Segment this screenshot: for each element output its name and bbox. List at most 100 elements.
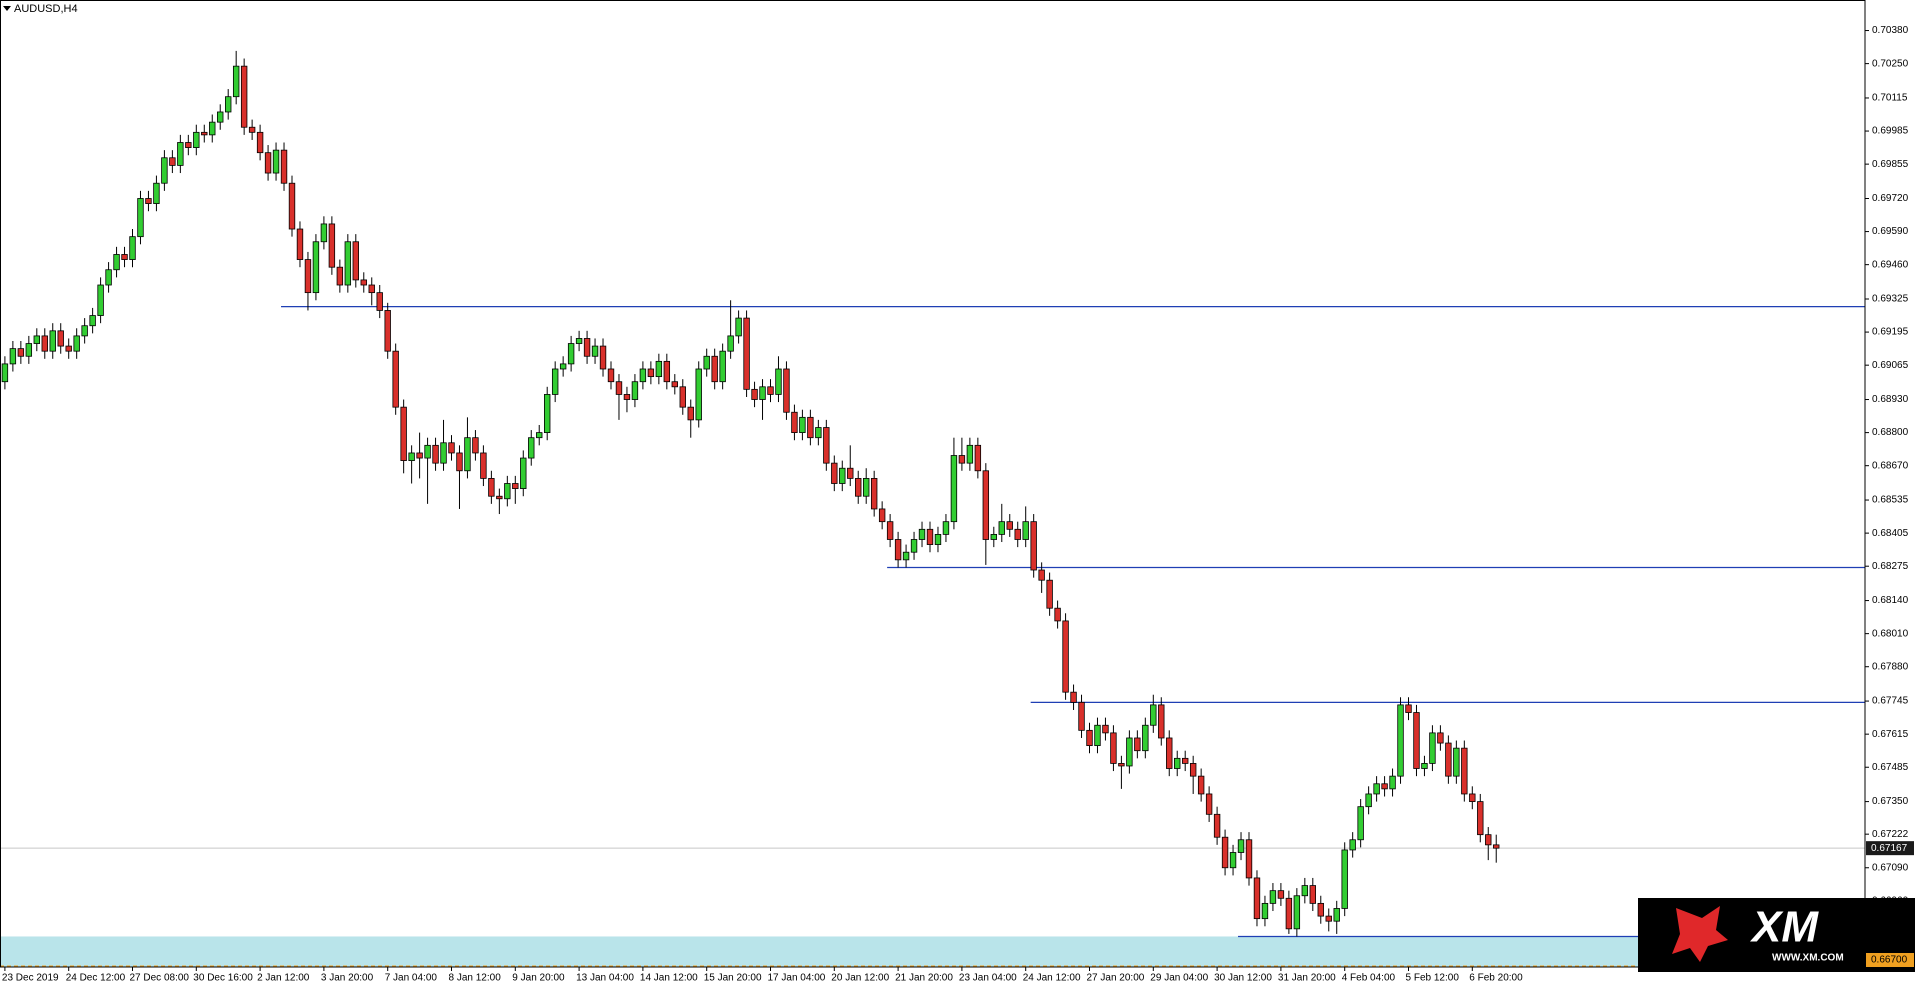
candle-body [1349, 839, 1356, 851]
candle-body [671, 381, 678, 388]
candle-body [1070, 691, 1077, 703]
candle-body [719, 350, 726, 383]
candle-body [1469, 793, 1476, 802]
x-tick-label: 3 Jan 20:00 [321, 973, 374, 984]
candle-body [815, 427, 822, 439]
candle-body [607, 368, 615, 383]
y-tick-label: 0.67615 [1872, 729, 1909, 740]
candle-body [1229, 852, 1237, 869]
x-tick-label: 8 Jan 12:00 [449, 973, 502, 984]
x-tick-label: 31 Jan 20:00 [1278, 973, 1336, 984]
candle-body [711, 355, 718, 383]
candle-body [823, 427, 830, 464]
candle-body [169, 157, 176, 166]
candle-body [512, 483, 519, 489]
candle-body [488, 478, 495, 497]
logo-bull [1672, 906, 1728, 962]
candle-body [735, 317, 742, 337]
x-tick-label: 21 Jan 20:00 [895, 973, 953, 984]
candle-body [400, 406, 407, 461]
candle-body [1285, 897, 1293, 930]
candle-body [647, 368, 655, 378]
candle-body [472, 437, 479, 454]
candle-body [328, 223, 336, 268]
candle-body [1317, 902, 1324, 917]
candle-body [137, 198, 144, 238]
candle-body [376, 292, 383, 311]
candle-body [9, 348, 17, 365]
candle-body [288, 182, 296, 230]
candle-body [551, 368, 559, 395]
candle-body [990, 533, 997, 540]
candle-body [1333, 908, 1340, 922]
candle-body [57, 330, 64, 347]
candle-body [1341, 849, 1348, 909]
candle-body [336, 266, 344, 286]
candle-body [1365, 793, 1372, 808]
candle-body [113, 254, 120, 271]
candle-body [81, 325, 88, 337]
candle-body [73, 335, 80, 352]
x-tick-label: 27 Dec 08:00 [130, 973, 190, 984]
candle-body [623, 394, 631, 400]
candle-body [1293, 895, 1301, 930]
candle-body [480, 452, 487, 479]
candle-body [799, 416, 806, 434]
candle-body [1269, 890, 1277, 904]
current-price-label: 0.67167 [1871, 843, 1908, 854]
candle-body [280, 149, 288, 184]
candle-body [201, 131, 208, 136]
candle-body [878, 508, 886, 523]
candle-body [352, 241, 359, 281]
y-tick-label: 0.68010 [1872, 628, 1909, 639]
candle-body [416, 452, 423, 459]
candle-body [1325, 915, 1332, 922]
y-tick-label: 0.68670 [1872, 460, 1909, 471]
candle-body [910, 539, 918, 553]
candle-body [1062, 620, 1069, 693]
candle-body [1213, 813, 1221, 838]
candle-body [1381, 783, 1388, 790]
candle-body [847, 467, 854, 479]
alert-label: 0.66700 [1871, 955, 1908, 966]
candle-body [65, 345, 72, 352]
candle-body [129, 236, 136, 260]
candle-body [360, 279, 367, 286]
current-price-box [1866, 841, 1914, 856]
candle-body [1413, 712, 1420, 769]
candle-body [1150, 704, 1157, 726]
candle-body [464, 437, 471, 472]
y-tick-label: 0.66830 [1872, 929, 1909, 940]
candle-body [703, 355, 710, 370]
candle-body [209, 121, 216, 136]
support-zone [0, 936, 1865, 967]
x-tick-label: 17 Jan 04:00 [768, 973, 826, 984]
candle-body [1237, 839, 1245, 853]
candle-body [863, 478, 870, 497]
candle-body [575, 338, 583, 344]
candle-body [520, 457, 527, 489]
candle-body [950, 455, 958, 523]
symbol-menu[interactable] [3, 6, 11, 11]
candle-body [217, 111, 224, 123]
y-tick-label: 0.67485 [1872, 762, 1909, 773]
y-tick-label: 0.69985 [1872, 126, 1909, 137]
candle-body [791, 411, 798, 434]
candle-body [870, 478, 878, 510]
candle-body [974, 444, 982, 472]
candle-body [1054, 607, 1061, 622]
candle-body [296, 228, 304, 260]
x-tick-label: 9 Jan 20:00 [512, 973, 565, 984]
candle-body [432, 444, 439, 464]
candle-body [759, 386, 766, 400]
candle-body [256, 131, 264, 154]
x-tick-label: 24 Jan 12:00 [1023, 973, 1081, 984]
candle-body [783, 368, 790, 413]
candle-body [1301, 885, 1309, 897]
y-tick-label: 0.69065 [1872, 360, 1909, 371]
alert-box [1866, 953, 1914, 967]
candle-body [496, 495, 503, 500]
candle-body [1094, 724, 1101, 747]
x-tick-label: 29 Jan 04:00 [1150, 973, 1208, 984]
y-tick-label: 0.69460 [1872, 259, 1909, 270]
